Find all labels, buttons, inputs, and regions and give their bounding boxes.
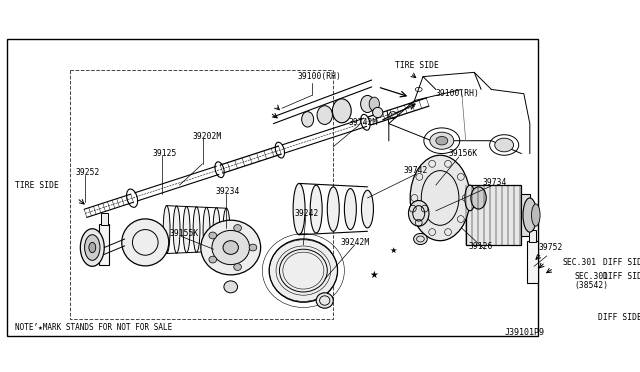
Text: DIFF SIDE: DIFF SIDE	[598, 313, 640, 322]
Ellipse shape	[410, 155, 470, 241]
Bar	[101, 214, 108, 225]
Ellipse shape	[81, 229, 104, 266]
Ellipse shape	[327, 187, 339, 231]
Text: NOTE’★MARK STANDS FOR NOT FOR SALE: NOTE’★MARK STANDS FOR NOT FOR SALE	[15, 323, 173, 332]
Ellipse shape	[89, 243, 96, 253]
Ellipse shape	[163, 206, 170, 253]
Ellipse shape	[293, 183, 305, 235]
Ellipse shape	[173, 206, 180, 253]
Ellipse shape	[523, 198, 537, 232]
Text: 39126: 39126	[468, 242, 493, 251]
Ellipse shape	[201, 220, 260, 275]
Ellipse shape	[430, 132, 454, 149]
Text: DIFF SIDE: DIFF SIDE	[604, 272, 640, 281]
Text: 39242: 39242	[295, 209, 319, 218]
Ellipse shape	[436, 137, 448, 145]
Text: DIFF SIDE: DIFF SIDE	[604, 257, 640, 267]
Ellipse shape	[224, 281, 237, 293]
Ellipse shape	[413, 233, 428, 244]
Text: 39742M: 39742M	[349, 118, 378, 127]
Ellipse shape	[212, 230, 250, 264]
Bar	[527, 241, 538, 283]
Ellipse shape	[344, 189, 356, 230]
Ellipse shape	[532, 204, 540, 226]
Text: 39234: 39234	[215, 187, 240, 196]
Text: 39752: 39752	[538, 243, 563, 252]
Ellipse shape	[471, 187, 486, 209]
Text: ★: ★	[369, 270, 378, 280]
Text: 39125: 39125	[152, 149, 177, 158]
Ellipse shape	[495, 138, 513, 152]
Text: 39156K: 39156K	[449, 149, 478, 158]
Ellipse shape	[234, 264, 241, 270]
Text: ★: ★	[389, 246, 397, 256]
Ellipse shape	[408, 201, 429, 226]
Text: 39100(RH): 39100(RH)	[436, 89, 480, 98]
Bar	[521, 194, 530, 237]
Ellipse shape	[332, 99, 351, 123]
Ellipse shape	[193, 207, 200, 252]
Text: (38542): (38542)	[574, 280, 609, 290]
Bar	[99, 224, 109, 264]
Ellipse shape	[203, 207, 210, 252]
Ellipse shape	[360, 96, 374, 112]
Ellipse shape	[183, 206, 190, 253]
Ellipse shape	[362, 190, 373, 228]
Ellipse shape	[317, 106, 332, 125]
Ellipse shape	[209, 256, 216, 263]
Text: 39155K: 39155K	[169, 230, 198, 238]
Ellipse shape	[234, 225, 241, 231]
Ellipse shape	[301, 112, 314, 127]
Text: 39734: 39734	[483, 178, 507, 187]
Text: 39742: 39742	[403, 166, 428, 175]
Ellipse shape	[369, 97, 380, 111]
Bar	[70, 70, 333, 319]
Text: TIRE SIDE: TIRE SIDE	[15, 181, 60, 190]
Bar	[529, 230, 536, 243]
Text: 39242M: 39242M	[340, 238, 369, 247]
Ellipse shape	[223, 241, 239, 254]
Text: J39101P9: J39101P9	[504, 328, 544, 337]
Ellipse shape	[310, 185, 322, 233]
Text: SEC.301: SEC.301	[563, 257, 596, 267]
Ellipse shape	[122, 219, 169, 266]
Ellipse shape	[223, 208, 230, 251]
Ellipse shape	[249, 244, 257, 251]
Text: 39252: 39252	[75, 168, 100, 177]
Ellipse shape	[465, 185, 475, 211]
Text: TIRE SIDE: TIRE SIDE	[395, 61, 438, 70]
Ellipse shape	[372, 108, 383, 118]
Ellipse shape	[316, 293, 333, 308]
Ellipse shape	[269, 239, 337, 302]
Ellipse shape	[213, 208, 220, 251]
Bar	[466, 185, 521, 245]
Ellipse shape	[84, 235, 100, 260]
Text: SEC.301: SEC.301	[574, 272, 609, 281]
Text: 39100(RH): 39100(RH)	[298, 72, 341, 81]
Text: 39202M: 39202M	[192, 132, 221, 141]
Ellipse shape	[209, 232, 216, 239]
